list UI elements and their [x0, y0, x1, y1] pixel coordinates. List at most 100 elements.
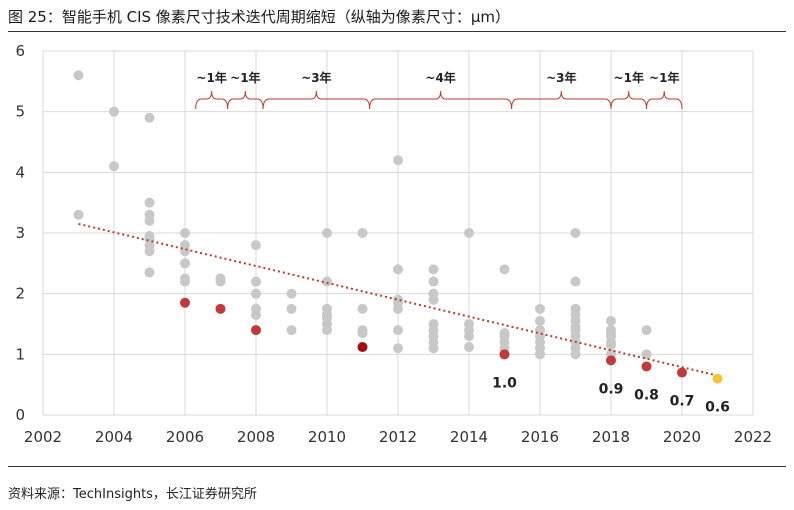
period-label: ~1年 — [614, 70, 644, 85]
data-point — [393, 303, 403, 314]
data-point — [499, 264, 510, 275]
x-tick-label: 2002 — [24, 428, 62, 446]
data-point — [180, 276, 190, 287]
data-point — [641, 349, 652, 360]
chart-grid — [42, 50, 754, 416]
data-point — [251, 240, 261, 251]
highlighted-point — [606, 355, 616, 366]
data-point — [464, 331, 474, 342]
data-point — [144, 267, 155, 278]
data-point — [144, 197, 155, 208]
period-brace — [195, 90, 229, 110]
period-label: ~1年 — [649, 70, 679, 85]
data-point — [286, 303, 297, 314]
x-tick-label: 2010 — [308, 428, 346, 446]
points-all — [73, 70, 652, 360]
highlighted-point — [357, 342, 368, 353]
data-point — [322, 228, 332, 238]
period-label: ~1年 — [196, 70, 226, 85]
data-point — [393, 264, 403, 275]
highlighted-point — [251, 325, 261, 336]
data-point — [535, 315, 545, 326]
data-point — [393, 343, 403, 354]
data-point — [570, 228, 581, 238]
data-label: 1.0 — [492, 375, 517, 391]
highlighted-point — [677, 367, 687, 378]
x-tick-label: 2014 — [450, 428, 488, 446]
period-label: ~1年 — [230, 70, 260, 85]
data-label: 0.6 — [705, 400, 730, 416]
highlighted-point — [180, 297, 190, 308]
period-label: ~3年 — [546, 70, 576, 85]
data-point — [144, 112, 155, 123]
data-point — [464, 342, 474, 353]
data-point — [606, 340, 616, 351]
data-point — [144, 246, 155, 257]
period-annotations: ~1年 ~1年 ~3年 ~4年 ~3年 ~1年 ~1年 — [195, 70, 683, 110]
data-label: 0.9 — [599, 381, 624, 397]
period-brace — [227, 90, 264, 110]
data-point — [215, 276, 226, 287]
data-point — [606, 315, 616, 326]
data-point — [251, 309, 261, 320]
x-tick-label: 2012 — [379, 428, 417, 446]
y-tick-label: 3 — [15, 224, 25, 242]
x-tick-label: 2022 — [734, 428, 772, 446]
period-brace — [262, 90, 371, 110]
data-point — [535, 349, 545, 360]
data-point — [357, 228, 368, 238]
x-tick-label: 2020 — [663, 428, 701, 446]
data-point — [109, 161, 119, 172]
data-point — [428, 264, 439, 275]
data-point — [357, 303, 368, 314]
data-point — [393, 155, 403, 166]
data-point — [180, 228, 190, 238]
x-tick-label: 2008 — [237, 428, 275, 446]
data-point — [464, 228, 474, 238]
y-tick-label: 4 — [15, 163, 25, 181]
top-rule — [8, 31, 786, 32]
data-point — [286, 288, 297, 299]
data-point — [357, 328, 368, 339]
y-axis-ticks: 0 1 2 3 4 5 6 — [15, 42, 25, 424]
data-point — [428, 343, 439, 354]
x-tick-label: 2018 — [592, 428, 630, 446]
period-brace — [511, 90, 612, 110]
data-labels: 1.0 0.9 0.8 0.7 0.6 — [492, 375, 730, 415]
highlighted-point — [712, 373, 723, 384]
y-tick-label: 1 — [15, 345, 25, 363]
data-point — [428, 276, 439, 287]
y-tick-label: 0 — [15, 406, 25, 424]
data-point — [286, 325, 297, 336]
source-note: 资料来源：TechInsights，长江证券研究所 — [8, 487, 257, 502]
data-point — [251, 276, 261, 287]
data-point — [322, 325, 332, 336]
x-axis-ticks: 2002 2004 2006 2008 2010 2012 2014 2016 2018 2020… — [24, 428, 772, 446]
data-point — [393, 325, 403, 336]
x-tick-label: 2016 — [521, 428, 559, 446]
data-label: 0.7 — [670, 394, 695, 410]
x-tick-label: 2006 — [166, 428, 204, 446]
y-tick-label: 6 — [15, 42, 25, 60]
data-point — [144, 215, 155, 226]
points-highlighted — [180, 297, 723, 384]
highlighted-point — [215, 303, 226, 314]
figure-title: 图 25：智能手机 CIS 像素尺寸技术迭代周期缩短（纵轴为像素尺寸：μm） — [8, 8, 510, 26]
period-brace — [610, 90, 647, 110]
period-brace — [646, 90, 683, 110]
data-point — [570, 276, 581, 287]
data-point — [73, 209, 84, 220]
data-point — [641, 325, 652, 336]
period-label: ~4年 — [425, 70, 455, 85]
data-point — [570, 349, 581, 360]
highlighted-point — [499, 349, 510, 360]
highlighted-point — [641, 361, 652, 372]
data-point — [109, 106, 119, 117]
data-point — [180, 258, 190, 269]
scatter-chart: 0 1 2 3 4 5 6 2002 2004 2006 2008 2010 2012 2014 2016… — [15, 42, 772, 446]
x-tick-label: 2004 — [95, 428, 133, 446]
data-point — [322, 276, 332, 287]
period-label: ~3年 — [301, 70, 331, 85]
data-point — [251, 288, 261, 299]
data-point — [428, 294, 439, 305]
